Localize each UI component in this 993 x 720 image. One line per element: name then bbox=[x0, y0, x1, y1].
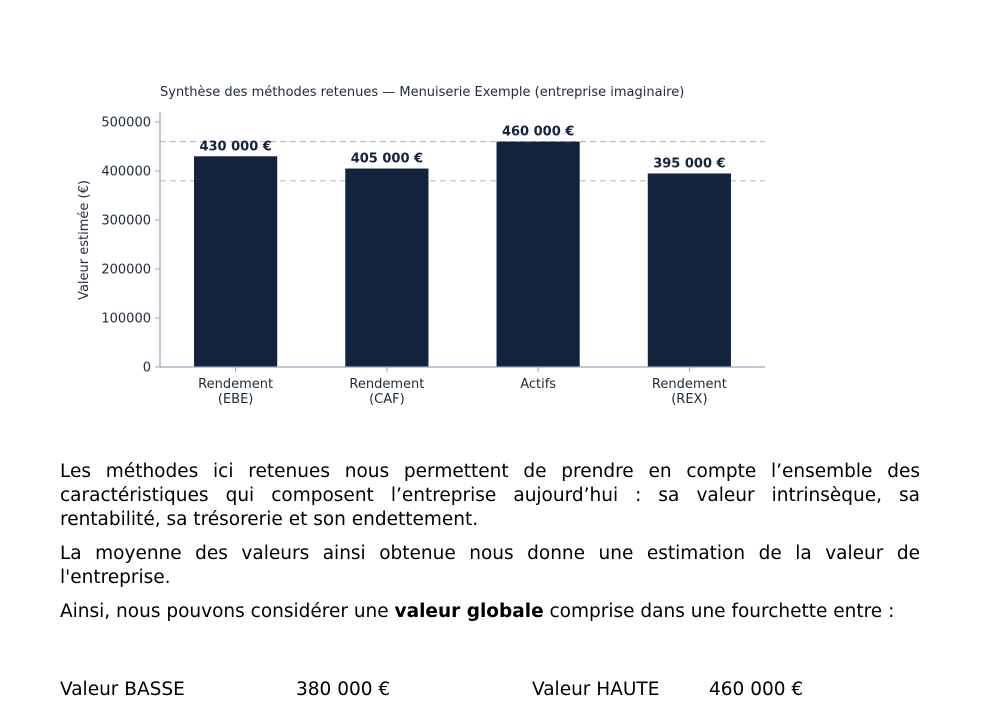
data-label: 430 000 € bbox=[199, 139, 271, 154]
bar bbox=[496, 141, 580, 367]
value-range-row: Valeur BASSE 380 000 € Valeur HAUTE 460 … bbox=[0, 679, 993, 703]
x-tick-label: Rendement bbox=[198, 377, 273, 392]
bars bbox=[194, 141, 731, 367]
valuation-bar-chart: Synthèse des méthodes retenues — Menuise… bbox=[77, 85, 765, 407]
bar bbox=[345, 168, 429, 367]
y-tick-label: 500000 bbox=[101, 116, 151, 131]
data-label: 395 000 € bbox=[653, 156, 725, 171]
paragraph-methods: Les méthodes ici retenues nous permetten… bbox=[60, 461, 920, 530]
y-tick-label: 200000 bbox=[101, 263, 151, 278]
x-tick-label: Rendement bbox=[652, 377, 727, 392]
bar bbox=[194, 156, 278, 367]
x-tick-label: Rendement bbox=[349, 377, 424, 392]
data-label: 405 000 € bbox=[351, 152, 423, 167]
x-tick-label: (REX) bbox=[671, 392, 707, 407]
paragraph-range-intro-start: Ainsi, nous pouvons considérer une bbox=[60, 601, 395, 622]
x-tick-label: (CAF) bbox=[369, 392, 405, 407]
y-tick-label: 100000 bbox=[101, 312, 151, 327]
y-tick-label: 0 bbox=[143, 361, 151, 376]
paragraph-range-intro: Ainsi, nous pouvons considérer une valeu… bbox=[60, 600, 920, 624]
data-label: 460 000 € bbox=[502, 125, 574, 140]
high-value: 460 000 € bbox=[709, 679, 804, 700]
paragraph-range-intro-bold: valeur globale bbox=[394, 601, 544, 622]
y-tick-label: 300000 bbox=[101, 214, 151, 229]
high-value-label: Valeur HAUTE bbox=[532, 679, 660, 700]
low-value-label: Valeur BASSE bbox=[60, 679, 185, 700]
bar bbox=[647, 173, 731, 367]
y-axis-label: Valeur estimée (€) bbox=[77, 180, 92, 300]
y-tick-label: 400000 bbox=[101, 165, 151, 180]
paragraph-range-intro-end: comprise dans une fourchette entre : bbox=[543, 601, 895, 622]
x-tick-label: Actifs bbox=[520, 377, 556, 392]
x-tick-label: (EBE) bbox=[218, 392, 254, 407]
y-ticks: 0 100000 200000 300000 400000 500000 bbox=[101, 116, 160, 376]
axes bbox=[159, 112, 765, 368]
low-value: 380 000 € bbox=[296, 679, 391, 700]
chart-title: Synthèse des méthodes retenues — Menuise… bbox=[160, 85, 684, 100]
data-labels: 430 000 € 405 000 € 460 000 € 395 000 € bbox=[199, 125, 725, 172]
x-ticks: Rendement(EBE)Rendement(CAF)Actifs Rendem… bbox=[198, 367, 727, 407]
paragraph-average: La moyenne des valeurs ainsi obtenue nou… bbox=[60, 543, 920, 588]
